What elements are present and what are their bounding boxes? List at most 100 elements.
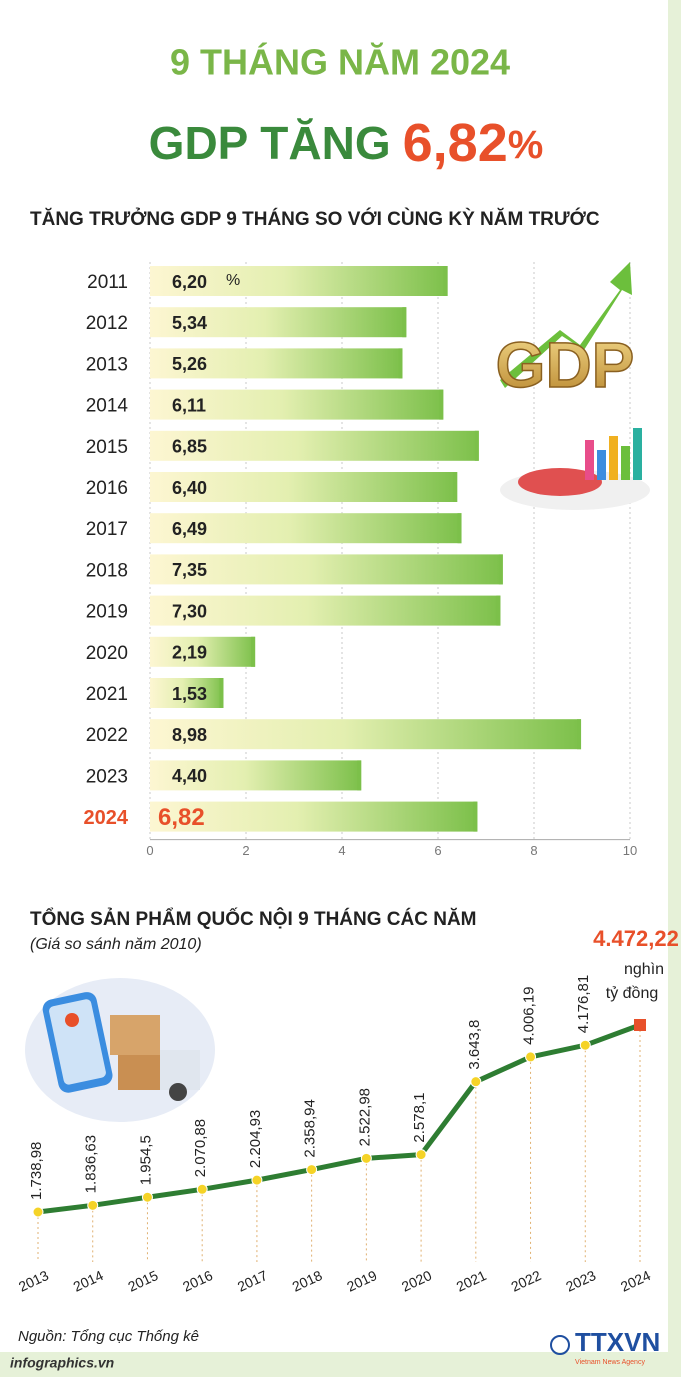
logo-icon	[550, 1335, 570, 1355]
bar-edge	[439, 389, 444, 420]
x-tick-label: 0	[146, 843, 153, 858]
marker	[525, 1051, 537, 1063]
bar-chart: 0 2 4 6 8 10 2011 6,20 2012 5,34 2013 5,26 2014 6,11 2…	[84, 262, 637, 858]
value-label: 4,40	[172, 766, 207, 786]
marker	[415, 1149, 427, 1161]
category-label: 2015	[86, 437, 128, 458]
value-label: 6,82	[158, 804, 205, 831]
source: Nguồn: Tổng cục Thống kê	[18, 1328, 199, 1345]
bar-edge	[473, 801, 478, 832]
bar	[150, 678, 224, 708]
value-label: 6,85	[172, 437, 207, 457]
category-label: 2011	[87, 272, 128, 293]
delivery-illustration	[25, 978, 215, 1122]
marker	[360, 1152, 372, 1164]
category-label: 2019	[86, 602, 128, 623]
headline-value: 6,82	[403, 113, 508, 173]
unit-label: nghìn	[624, 961, 664, 978]
category-label: 2016	[86, 478, 128, 499]
bar-edge	[457, 513, 462, 544]
x-tick-label: 8	[530, 843, 537, 858]
bar-edge	[498, 554, 503, 585]
x-tick-label: 4	[338, 843, 345, 858]
headline: GDP TĂNG 6,82%	[149, 113, 544, 173]
line	[37, 1022, 641, 1215]
x-tick-label: 6	[434, 843, 441, 858]
side-band	[668, 0, 681, 1377]
marker	[306, 1164, 318, 1176]
category-label: 2012	[86, 313, 128, 334]
marker	[141, 1191, 153, 1203]
bar-chart-title: TĂNG TRƯỞNG GDP 9 THÁNG SO VỚI CÙNG KỲ N…	[30, 208, 600, 230]
value-label: 6,11	[172, 395, 206, 415]
unit-label: tỷ đồng	[606, 985, 658, 1002]
value-label: 3.643,8	[466, 1020, 483, 1070]
value-label: 1.738,98	[28, 1142, 45, 1200]
category-label: 2020	[86, 643, 128, 664]
value-label: 6,20	[172, 272, 207, 292]
headline-text: GDP TĂNG	[149, 117, 391, 169]
marker	[470, 1076, 482, 1088]
category-label: 2022	[86, 725, 128, 746]
category-label: 2023	[86, 766, 128, 787]
value-label: 5,26	[172, 354, 207, 374]
bar-edge	[496, 595, 501, 626]
bar-edge	[577, 719, 582, 750]
value-label: 2.070,88	[192, 1119, 209, 1177]
bar-edge	[251, 636, 256, 667]
bar	[150, 266, 448, 296]
bar-edge	[453, 472, 458, 502]
bar-edge	[219, 678, 224, 708]
bar	[150, 554, 503, 585]
bar	[150, 307, 407, 338]
line-chart-title: TỔNG SẢN PHẨM QUỐC NỘI 9 THÁNG CÁC NĂM	[30, 908, 477, 930]
category-label: 2021	[86, 684, 128, 705]
headline-unit: %	[508, 123, 544, 167]
bar-edge	[474, 430, 479, 461]
logo: TTXVN	[575, 1327, 660, 1357]
value-label: 4.176,81	[575, 975, 592, 1033]
bar	[150, 595, 501, 626]
value-label: 2.358,94	[302, 1099, 319, 1157]
title: 9 THÁNG NĂM 2024	[170, 42, 510, 83]
bar-edge	[443, 266, 448, 296]
marker	[196, 1183, 208, 1195]
gdp-icon-text: GDP	[496, 329, 635, 401]
value-label: 8,98	[172, 725, 207, 745]
marker	[634, 1019, 646, 1031]
marker	[87, 1199, 99, 1211]
value-label: 2.578,1	[411, 1093, 428, 1143]
bar	[150, 430, 479, 461]
value-label: 1.954,5	[137, 1135, 154, 1185]
site: infographics.vn	[10, 1355, 114, 1371]
logo-sub: Vietnam News Agency	[575, 1359, 645, 1366]
value-label: 6,49	[172, 519, 207, 539]
bar-edge	[357, 760, 362, 791]
value-label: 2,19	[172, 643, 207, 663]
value-label: 2.204,93	[247, 1110, 264, 1168]
marker	[579, 1039, 591, 1051]
value-label: 1.836,63	[83, 1135, 100, 1193]
bar-edge	[402, 307, 407, 338]
category-label: 2018	[86, 560, 128, 581]
value-label: 6,40	[172, 478, 207, 498]
bar	[150, 801, 478, 832]
category-label: 2014	[86, 396, 129, 417]
category-label: 2024	[84, 807, 129, 829]
bar	[150, 472, 458, 502]
bottom-band	[0, 1352, 681, 1377]
bar	[150, 348, 403, 379]
gdp-illustration: GDP	[495, 262, 650, 510]
value-label: 4.472,22	[593, 926, 679, 951]
line-chart-subtitle: (Giá so sánh năm 2010)	[30, 936, 202, 953]
x-tick-label: 10	[623, 843, 637, 858]
value-label: 7,35	[172, 560, 207, 580]
x-tick-label: 2	[242, 843, 249, 858]
bar	[150, 760, 362, 791]
value-label: 5,34	[172, 313, 207, 333]
category-label: 2013	[86, 354, 128, 375]
bar	[150, 636, 256, 667]
value-label: 1,53	[172, 684, 207, 704]
